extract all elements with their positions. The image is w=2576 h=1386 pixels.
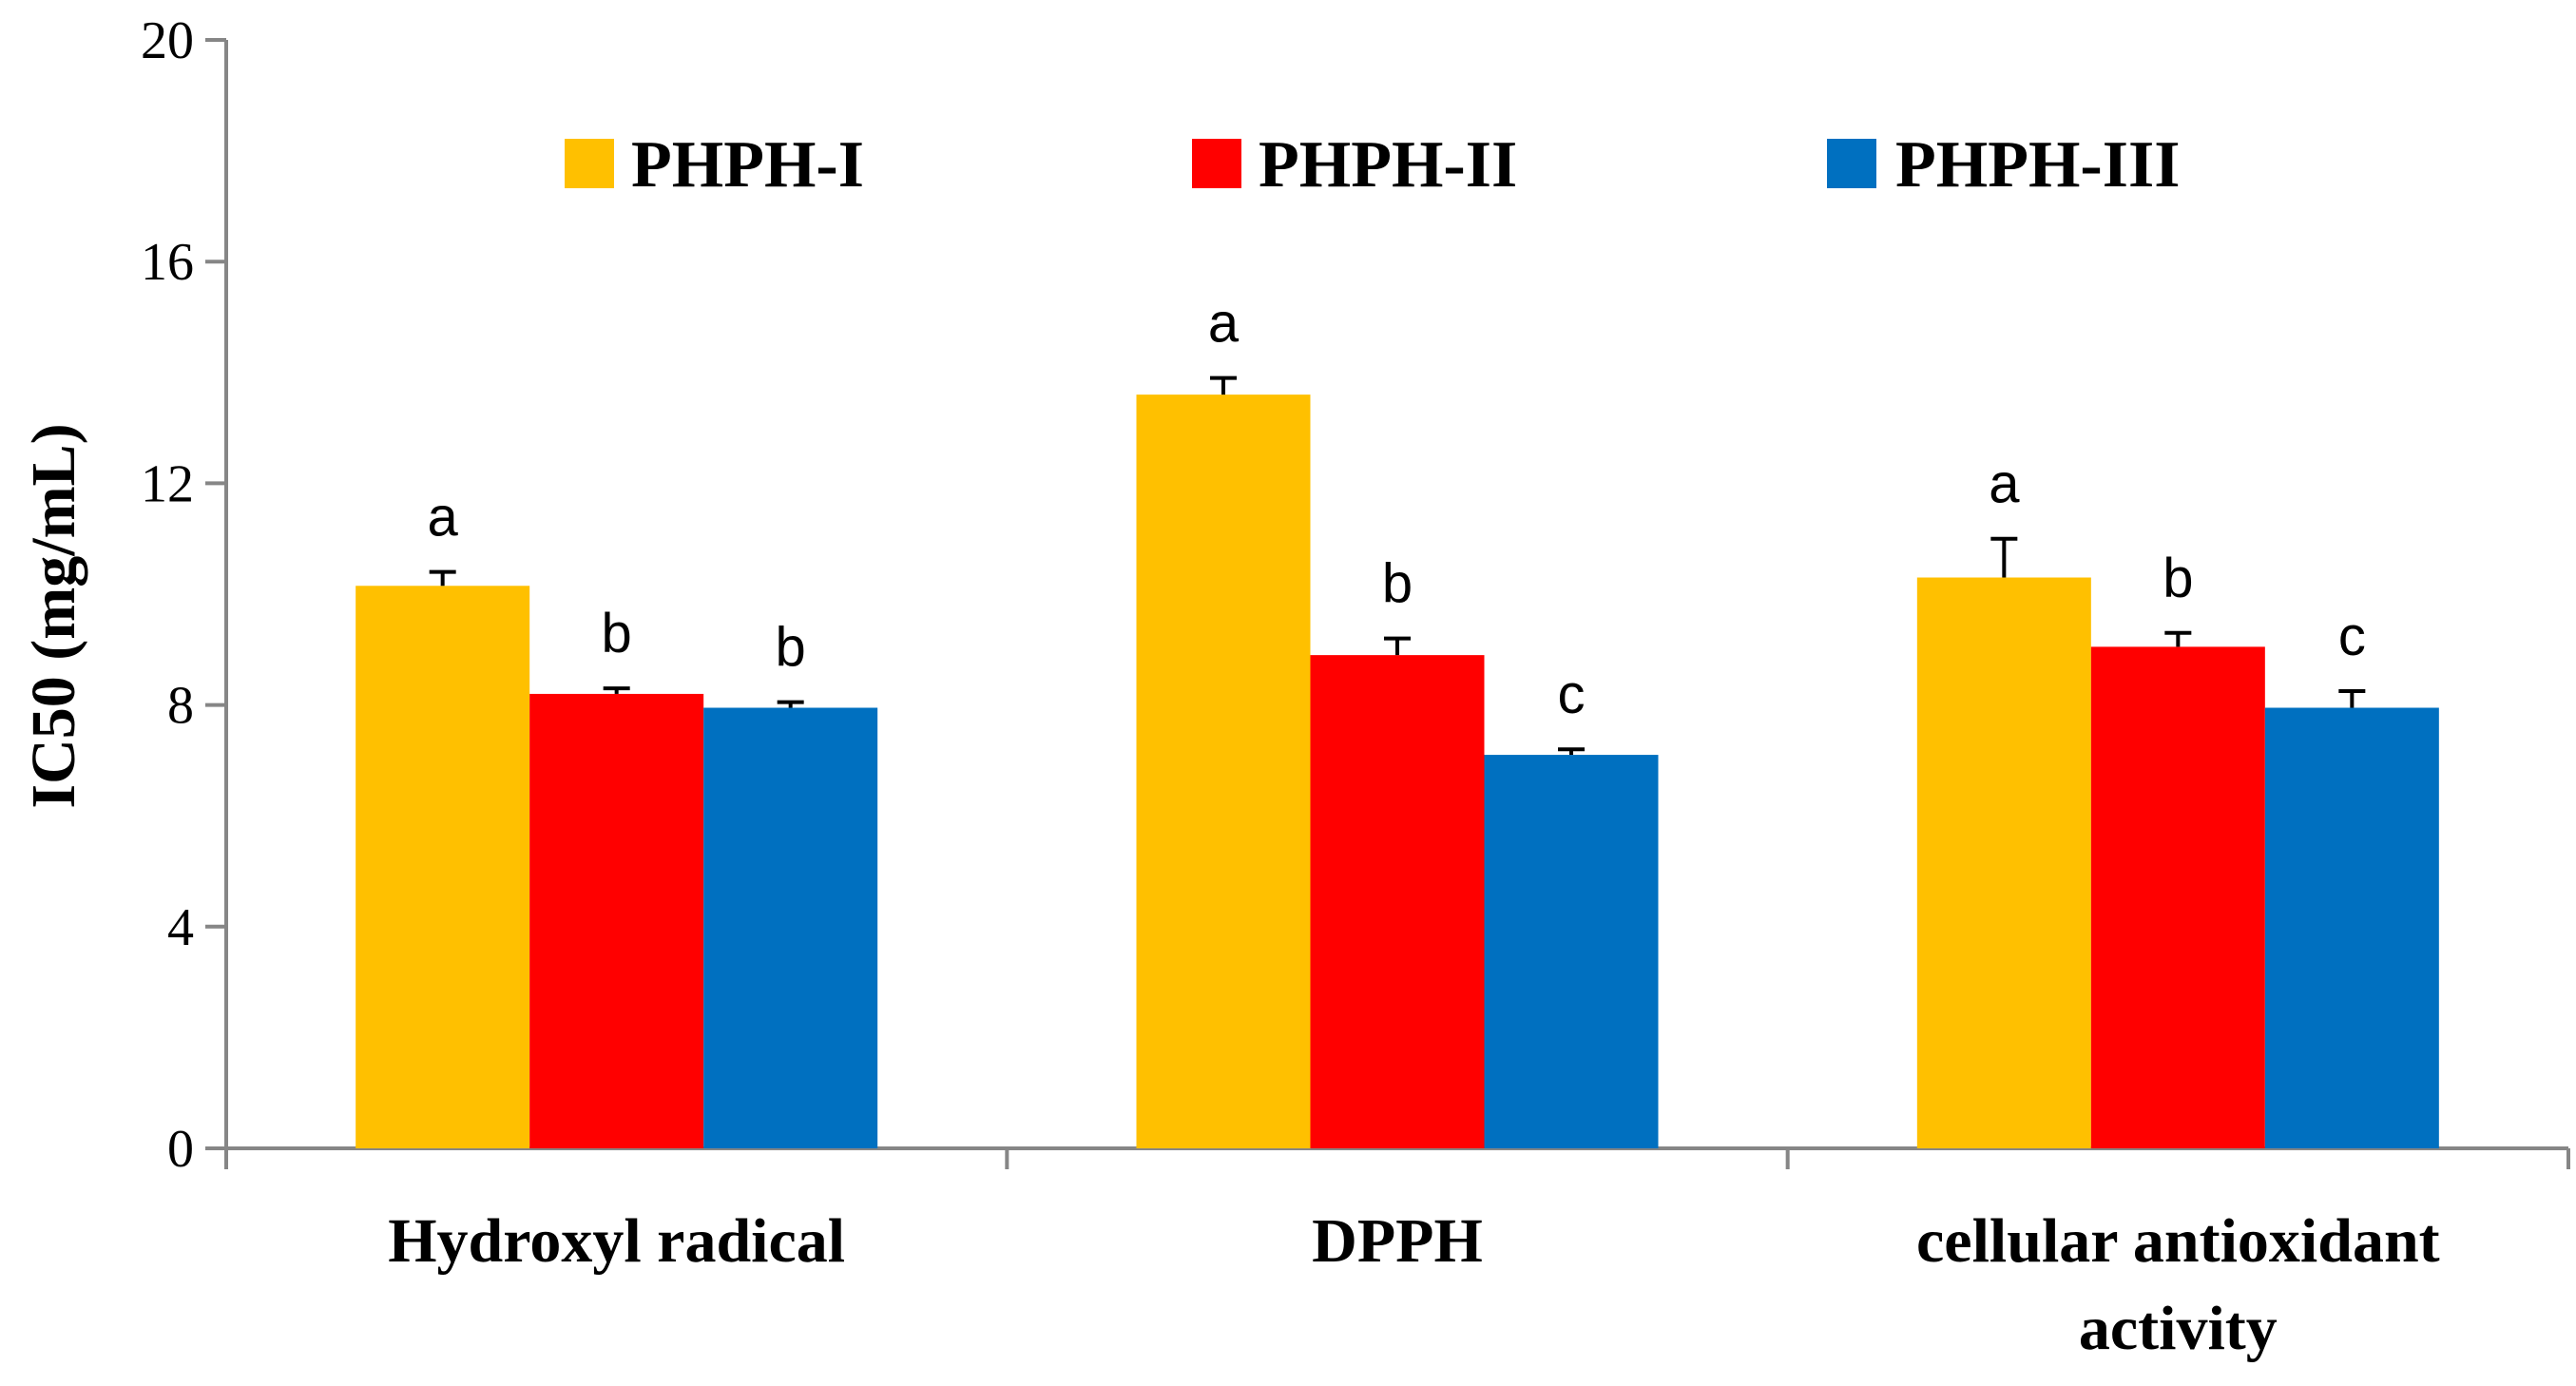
- significance-label: a: [1989, 453, 2020, 515]
- legend-swatch: [565, 139, 614, 188]
- x-category-label: activity: [2079, 1294, 2278, 1363]
- bar: [1136, 395, 1311, 1148]
- x-category-label: cellular antioxidant: [1916, 1206, 2440, 1276]
- x-category-label: Hydroxyl radical: [388, 1206, 845, 1276]
- significance-label: b: [2163, 548, 2193, 609]
- legend-label: PHPH-II: [1259, 128, 1517, 202]
- y-tick-label: 4: [167, 898, 194, 957]
- legend-swatch: [1827, 139, 1876, 188]
- y-tick-label: 12: [141, 454, 194, 513]
- legend-label: PHPH-III: [1895, 128, 2180, 202]
- legend: PHPH-I PHPH-II PHPH-III: [565, 128, 2180, 202]
- significance-label: b: [776, 617, 806, 679]
- significance-label: a: [428, 487, 459, 549]
- y-tick-label: 20: [141, 11, 194, 70]
- significance-label: b: [602, 603, 632, 664]
- legend-swatch: [1192, 139, 1241, 188]
- bar: [1310, 655, 1485, 1148]
- y-tick-label: 16: [141, 233, 194, 292]
- significance-label: c: [1558, 664, 1586, 725]
- bar: [529, 693, 704, 1148]
- x-category-label: DPPH: [1312, 1206, 1483, 1276]
- significance-label: b: [1382, 553, 1413, 615]
- y-axis-title: IC50 (mg/mL): [19, 423, 88, 808]
- y-tick-label: 0: [167, 1120, 194, 1179]
- bars: a b b a b c a b c: [356, 293, 2439, 1148]
- bar: [356, 586, 530, 1148]
- x-axis: Hydroxyl radical DPPH cellular antioxidant…: [224, 1146, 2570, 1363]
- legend-label: PHPH-I: [631, 128, 864, 202]
- significance-label: c: [2338, 606, 2366, 667]
- bar: [1916, 577, 2091, 1148]
- significance-label: a: [1208, 293, 1240, 355]
- bar: [2090, 646, 2265, 1148]
- y-tick-label: 8: [167, 677, 194, 736]
- bar: [1484, 755, 1659, 1148]
- bar: [703, 707, 878, 1148]
- y-axis: 0 4 8 12 16 20: [141, 11, 228, 1179]
- bar: [2264, 707, 2439, 1148]
